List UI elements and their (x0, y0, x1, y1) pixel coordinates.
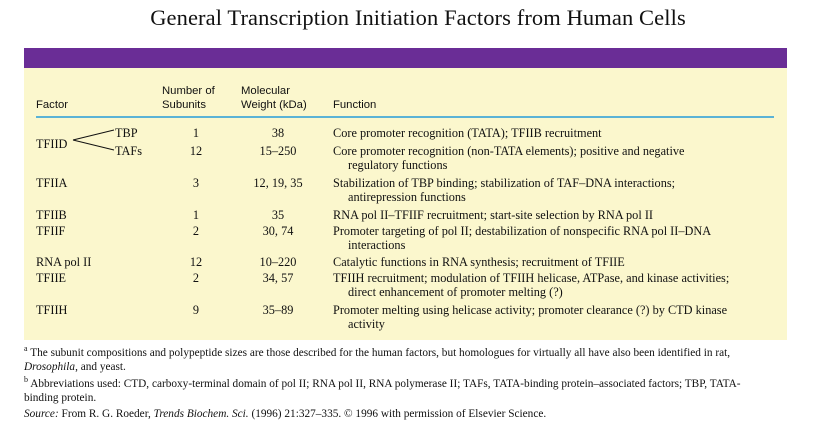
source-pre: From R. G. Roeder, (58, 408, 154, 420)
header-mw-line2: Weight (kDa) (241, 99, 307, 111)
bracket-lines (72, 129, 115, 151)
row-tfiie-subunits: 2 (192, 271, 200, 285)
row-tfiia-function-line2: antirepression functions (348, 190, 466, 204)
header-subunits-line1: Number of (162, 85, 215, 97)
header-band (24, 48, 787, 68)
row-tbp-sub: TBP (115, 126, 138, 140)
footnote-a-mark: a (24, 344, 28, 354)
footnote-b-line2: binding protein. (24, 392, 97, 404)
row-tfiih-mw: 35–89 (262, 303, 294, 317)
footnote-a-italic: Drosophila (24, 361, 76, 373)
row-tfiif-function-line2: interactions (348, 238, 406, 252)
row-tfiif-subunits: 2 (192, 224, 200, 238)
source-label: Source: (24, 408, 59, 420)
table-panel (24, 68, 787, 340)
row-tfiih-subunits: 9 (192, 303, 200, 317)
row-tfiih-factor: TFIIH (36, 303, 68, 317)
row-tfiia-subunits: 3 (192, 176, 200, 190)
page-title: General Transcription Initiation Factors… (150, 5, 686, 30)
row-rnapol-function-line1: Catalytic functions in RNA synthesis; re… (333, 255, 625, 269)
row-tafs-mw: 15–250 (259, 144, 297, 158)
row-tfiie-function-line1: TFIIH recruitment; modulation of TFIIH h… (333, 271, 730, 285)
source-post: (1996) 21:327–335. © 1996 with permissio… (248, 408, 547, 420)
row-tfiia-mw: 12, 19, 35 (253, 176, 303, 190)
footnote-b-line1: b Abbreviations used: CTD, carboxy-termi… (24, 375, 741, 391)
header-subunits-line2: Subunits (162, 99, 206, 111)
header-function: Function (333, 99, 377, 111)
row-tafs-subunits: 12 (189, 144, 203, 158)
row-tfiid-factor: TFIID (36, 137, 68, 151)
row-tfiif-factor: TFIIF (36, 224, 66, 238)
row-tafs-function-line1: Core promoter recognition (non-TATA elem… (333, 144, 685, 158)
source-journal: Trends Biochem. Sci. (153, 408, 249, 420)
row-tfiia-factor: TFIIA (36, 176, 68, 190)
row-rnapol-mw: 10–220 (259, 255, 297, 269)
footnote-b-text: Abbreviations used: CTD, carboxy-termina… (30, 378, 741, 390)
footnote-a-text: The subunit compositions and polypeptide… (30, 347, 731, 359)
row-tafs-sub: TAFs (115, 144, 143, 158)
row-tbp-function-line1: Core promoter recognition (TATA); TFIIB … (333, 126, 602, 140)
row-rnapol-factor: RNA pol II (36, 255, 92, 269)
row-tfiif-mw: 30, 74 (262, 224, 294, 238)
row-tfiih-function-line2: activity (348, 317, 385, 331)
source-line: Source: From R. G. Roeder, Trends Bioche… (24, 407, 546, 421)
header-mw-line1: Molecular (241, 85, 290, 97)
row-tfiif-function-line1: Promoter targeting of pol II; destabiliz… (333, 224, 712, 238)
row-rnapol-subunits: 12 (189, 255, 203, 269)
row-tfiib-subunits: 1 (192, 208, 200, 222)
footnote-a-rest: , and yeast. (75, 361, 126, 373)
row-tfiib-factor: TFIIB (36, 208, 67, 222)
row-tfiib-mw: 35 (271, 208, 285, 222)
footnote-a-line1: a The subunit compositions and polypepti… (24, 344, 731, 360)
row-tafs-function-line2: regulatory functions (348, 158, 448, 172)
row-tfiih-function-line1: Promoter melting using helicase activity… (333, 303, 728, 317)
row-tfiie-factor: TFIIE (36, 271, 67, 285)
footnote-a-line2: Drosophila, and yeast. (24, 360, 126, 374)
row-tfiia-function-line1: Stabilization of TBP binding; stabilizat… (333, 176, 676, 190)
row-tfiie-mw: 34, 57 (262, 271, 294, 285)
footnote-b-mark: b (24, 375, 28, 385)
header-factor: Factor (36, 99, 69, 111)
header-rule (36, 116, 774, 118)
row-tfiib-function-line1: RNA pol II–TFIIF recruitment; start-site… (333, 208, 654, 222)
row-tfiie-function-line2: direct enhancement of promoter melting (… (348, 285, 563, 299)
row-tbp-subunits: 1 (192, 126, 200, 140)
row-tbp-mw: 38 (271, 126, 285, 140)
